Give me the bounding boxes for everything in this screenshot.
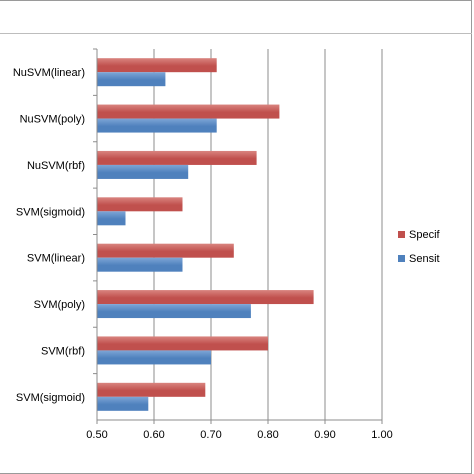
legend-swatch-specif	[398, 231, 405, 238]
bar-marks	[97, 58, 314, 411]
bar-specif	[97, 243, 234, 258]
bar-specif	[97, 197, 183, 212]
bar-specif	[97, 150, 257, 165]
category-label: NuSVM(linear)	[13, 67, 85, 79]
bar-sensit	[97, 396, 149, 411]
category-label: SVM(linear)	[27, 253, 85, 265]
bar-sensit	[97, 72, 166, 87]
legend-label-sensit: Sensit	[409, 253, 440, 265]
axes: 0.50 0.60 0.70 0.80 0.90 1.00 NuSVM(linear) NuS…	[13, 48, 393, 441]
x-tick-label: 0.90	[314, 429, 335, 441]
legend: Specif Sensit	[398, 229, 441, 265]
x-tick-label: 0.60	[143, 429, 164, 441]
bar-specif	[97, 382, 206, 397]
x-tick-label: 0.70	[200, 429, 221, 441]
category-label: SVM(sigmoid)	[16, 206, 85, 218]
bar-sensit	[97, 164, 189, 179]
bar-sensit	[97, 257, 183, 272]
x-tick-label: 0.80	[257, 429, 278, 441]
category-label: NuSVM(poly)	[20, 114, 85, 126]
category-label: SVM(poly)	[34, 299, 85, 311]
category-label: NuSVM(rbf)	[27, 160, 85, 172]
bar-sensit	[97, 350, 211, 365]
bar-sensit	[97, 304, 251, 319]
bar-sensit	[97, 118, 217, 133]
category-label: SVM(rbf)	[41, 345, 85, 357]
category-label: SVM(sigmoid)	[16, 392, 85, 404]
bar-specif	[97, 290, 314, 305]
x-tick-label: 0.50	[86, 429, 107, 441]
legend-swatch-sensit	[398, 255, 405, 262]
bar-sensit	[97, 211, 126, 226]
x-tick-label: 1.00	[371, 429, 392, 441]
chart-title-area	[0, 0, 472, 34]
bar-specif	[97, 336, 268, 351]
bar-specif	[97, 104, 280, 119]
legend-label-specif: Specif	[409, 229, 441, 241]
bar-specif	[97, 58, 217, 73]
